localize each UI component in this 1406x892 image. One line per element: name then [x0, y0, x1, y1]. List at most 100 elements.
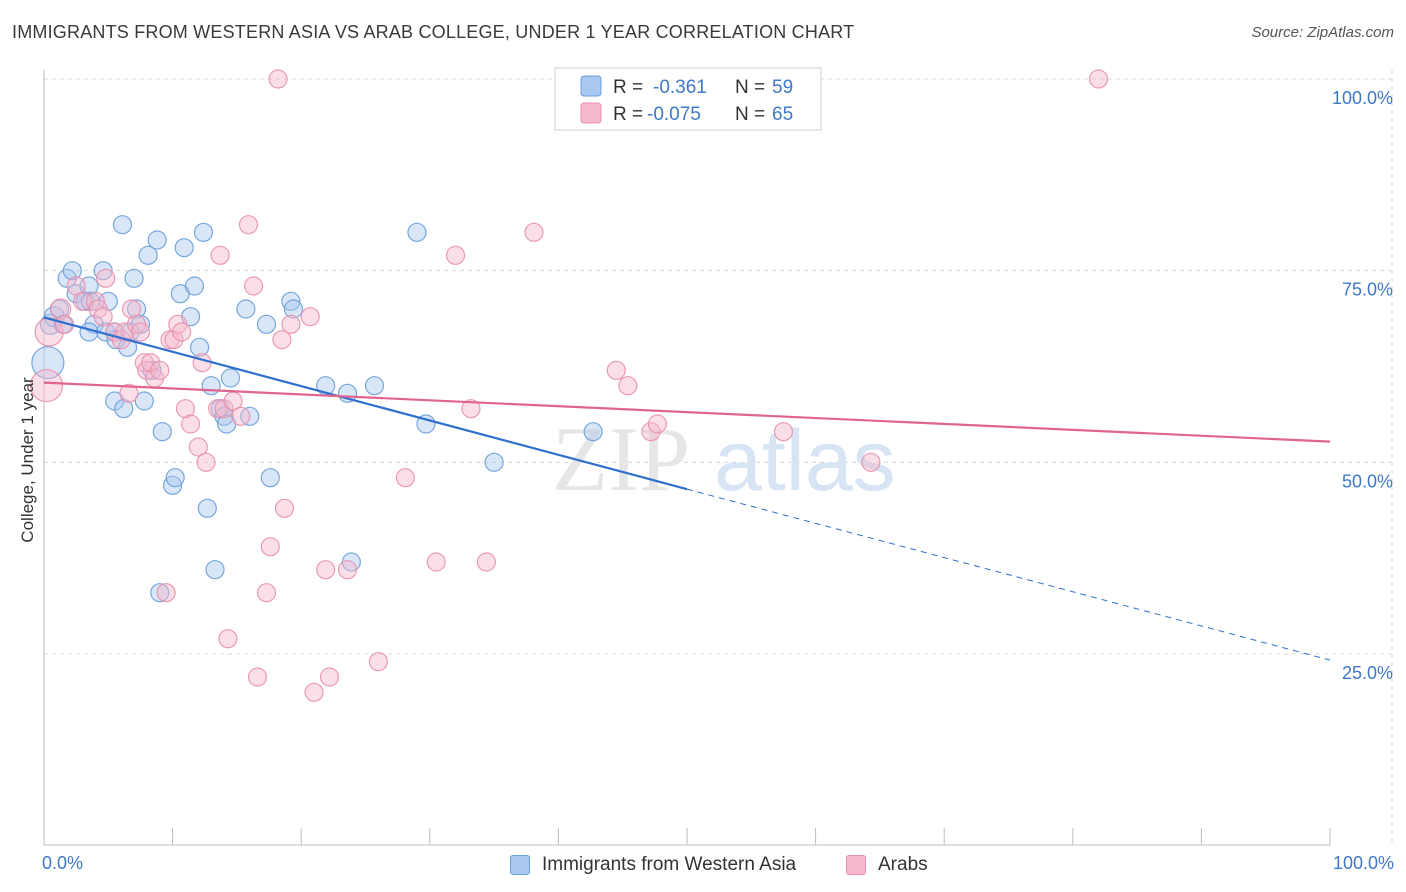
point-arabs-0 [29, 369, 64, 403]
point-western-asia-31 [152, 422, 172, 442]
legend-r-value-blue: -0.361 [653, 77, 707, 98]
point-western-asia-60 [583, 422, 603, 442]
legend-r-label-blue: R = [613, 77, 643, 98]
point-arabs-53 [426, 552, 446, 572]
point-arabs-51 [368, 652, 388, 672]
trend-line-western-asia-extension [686, 488, 1331, 661]
legend-swatch-arabs [846, 855, 866, 875]
legend-swatch-western-asia [510, 855, 530, 875]
point-western-asia-13 [93, 261, 113, 281]
point-western-asia-27 [138, 245, 158, 265]
legend-n-label-blue: N = [735, 77, 765, 98]
point-arabs-42 [260, 537, 280, 557]
point-arabs-38 [238, 215, 259, 235]
point-western-asia-19 [114, 399, 134, 419]
point-arabs-40 [247, 667, 268, 687]
point-arabs-57 [524, 222, 544, 242]
trend-lines [43, 316, 1331, 661]
point-arabs-47 [304, 682, 324, 702]
point-western-asia-52 [283, 299, 304, 319]
legend-item-arabs[interactable]: Arabs [846, 851, 928, 879]
point-western-asia-47 [236, 299, 256, 319]
y-axis-label: College, Under 1 year [18, 377, 37, 543]
y-tick-labels: 100.0% 75.0% 50.0% 25.0% [1332, 88, 1393, 683]
point-western-asia-23 [124, 268, 144, 288]
point-western-asia-57 [407, 222, 427, 242]
point-western-asia-30 [150, 583, 170, 603]
legend-r-label-pink: R = [613, 104, 643, 125]
point-arabs-62 [773, 422, 794, 442]
point-western-asia-32 [163, 475, 183, 495]
point-arabs-22 [156, 583, 176, 603]
point-western-asia-24 [126, 299, 147, 319]
point-arabs-37 [231, 406, 251, 426]
point-arabs-8 [93, 307, 113, 327]
legend-n-value-pink: 65 [772, 104, 793, 125]
point-arabs-55 [461, 399, 481, 419]
point-arabs-27 [175, 399, 196, 419]
point-western-asia-21 [117, 337, 138, 357]
point-arabs-28 [181, 414, 201, 434]
x-tick-label-min: 0.0% [42, 853, 83, 873]
point-arabs-9 [96, 268, 116, 288]
point-arabs-44 [274, 498, 295, 518]
point-arabs-12 [115, 322, 135, 342]
point-arabs-63 [861, 452, 881, 472]
point-arabs-35 [218, 629, 238, 649]
y-tick-label-1: 75.0% [1342, 280, 1393, 300]
point-arabs-59 [618, 376, 638, 396]
point-arabs-17 [134, 353, 154, 373]
point-western-asia-41 [201, 376, 221, 396]
trend-line-western-asia [43, 316, 688, 491]
point-western-asia-38 [190, 337, 210, 357]
point-arabs-24 [164, 330, 184, 350]
chart-source: Source: ZipAtlas.com [1251, 24, 1394, 41]
point-arabs-29 [188, 437, 208, 457]
point-western-asia-58 [416, 414, 436, 434]
legend-r-value-pink: -0.075 [647, 104, 701, 125]
point-western-asia-44 [214, 406, 234, 426]
point-western-asia-49 [256, 314, 277, 334]
point-arabs-13 [119, 383, 139, 403]
point-arabs-46 [300, 307, 320, 327]
legend-series: Immigrants from Western Asia Arabs [0, 851, 1406, 879]
legend-label-arabs: Arabs [878, 854, 928, 875]
point-arabs-49 [319, 667, 340, 687]
x-tick-label-max: 100.0% [1333, 853, 1394, 873]
point-arabs-41 [256, 583, 277, 603]
legend-n-label-pink: N = [735, 104, 765, 125]
point-western-asia-37 [184, 276, 205, 296]
legend-stats: R = -0.361 N = 59 R = -0.075 N = 65 [554, 67, 822, 131]
point-arabs-60 [641, 422, 661, 442]
chart-title: IMMIGRANTS FROM WESTERN ASIA VS ARAB COL… [12, 22, 855, 42]
legend-item-western-asia[interactable]: Immigrants from Western Asia [510, 851, 796, 879]
point-western-asia-40 [197, 498, 217, 518]
point-western-asia-59 [484, 452, 504, 472]
point-western-asia-46 [220, 368, 241, 388]
point-arabs-64 [268, 69, 288, 89]
point-arabs-61 [647, 414, 668, 434]
legend-stats-swatch-blue [580, 75, 602, 97]
point-western-asia-39 [193, 222, 214, 242]
point-arabs-21 [150, 360, 170, 380]
point-arabs-26 [172, 322, 192, 342]
legend-n-value-blue: 59 [772, 77, 793, 98]
scatter-points [29, 69, 1109, 702]
point-arabs-56 [476, 552, 496, 572]
point-western-asia-50 [260, 468, 280, 488]
point-arabs-45 [281, 314, 301, 334]
point-western-asia-51 [281, 291, 301, 311]
point-arabs-65 [1088, 69, 1109, 89]
point-western-asia-26 [134, 391, 154, 411]
legend-stats-swatch-pink [580, 102, 602, 124]
point-arabs-48 [316, 560, 336, 580]
point-arabs-31 [196, 452, 216, 472]
point-western-asia-6 [62, 261, 82, 281]
point-arabs-50 [337, 560, 358, 580]
point-western-asia-42 [205, 560, 225, 580]
point-western-asia-56 [364, 376, 385, 396]
point-western-asia-20 [112, 215, 133, 235]
point-arabs-43 [272, 330, 292, 350]
point-arabs-30 [192, 353, 212, 373]
